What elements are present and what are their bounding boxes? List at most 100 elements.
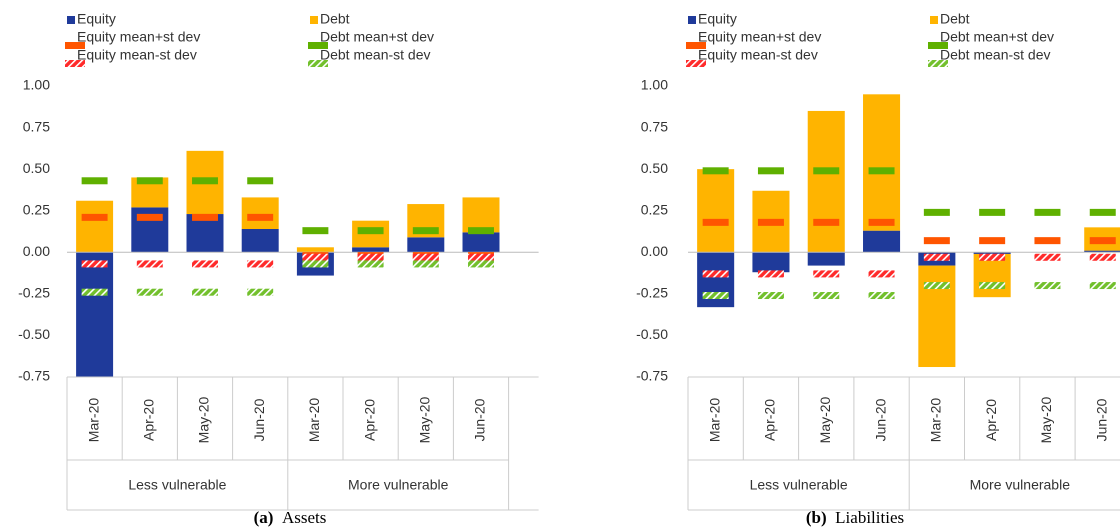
marker — [757, 167, 784, 175]
bar — [863, 230, 901, 253]
legend-label: Equity mean+st dev — [698, 29, 821, 45]
group-label: More vulnerable — [970, 477, 1071, 493]
legend-label: Debt — [320, 11, 350, 27]
bar — [807, 110, 845, 253]
legend-label: Debt mean+st dev — [940, 29, 1054, 45]
caption-text: Liabilities — [835, 508, 904, 527]
x-tick-label: May-20 — [417, 396, 433, 443]
marker — [1034, 208, 1061, 216]
caption-space — [273, 508, 282, 527]
marker — [468, 227, 494, 235]
group-label: Less vulnerable — [750, 477, 848, 493]
marker — [868, 218, 895, 226]
y-tick-label: 0.00 — [641, 243, 668, 259]
legend-swatch — [65, 60, 85, 67]
marker — [247, 213, 274, 221]
legend-label: Equity — [698, 11, 737, 27]
marker — [412, 227, 439, 235]
bar — [241, 197, 279, 230]
marker — [813, 270, 840, 278]
group-label: Less vulnerable — [128, 477, 226, 493]
marker — [979, 253, 1006, 261]
x-tick-label: Mar-20 — [85, 398, 101, 443]
x-tick-label: Mar-20 — [928, 398, 944, 443]
legend-swatch — [67, 16, 75, 24]
marker — [979, 282, 1006, 290]
marker — [302, 227, 329, 235]
x-tick-label: Apr-20 — [141, 399, 157, 441]
marker — [979, 208, 1006, 216]
legend-label: Debt mean+st dev — [320, 29, 434, 45]
legend-label: Equity mean+st dev — [77, 29, 200, 45]
bar — [76, 200, 114, 253]
legend-label: Equity — [77, 11, 116, 27]
marker — [757, 292, 784, 300]
legend-label: Equity mean-st dev — [77, 47, 197, 63]
legend-swatch — [928, 60, 948, 67]
legend-swatch — [308, 60, 328, 67]
marker — [192, 213, 218, 221]
marker — [136, 177, 163, 185]
bar — [697, 169, 735, 253]
marker — [1089, 208, 1116, 216]
y-tick-label: 0.50 — [641, 160, 668, 176]
bar — [241, 229, 279, 253]
marker — [1089, 237, 1116, 245]
marker — [357, 253, 384, 261]
legend-label: Debt — [940, 11, 970, 27]
x-tick-label: Mar-20 — [306, 398, 322, 443]
x-tick-label: Mar-20 — [706, 398, 722, 443]
marker — [357, 260, 384, 268]
x-tick-label: Jun-20 — [1093, 398, 1109, 441]
y-tick-label: 1.00 — [641, 77, 668, 93]
x-tick-label: Jun-20 — [251, 398, 267, 441]
marker — [757, 270, 784, 278]
marker — [247, 177, 274, 185]
marker — [192, 288, 218, 296]
marker — [81, 288, 108, 296]
bar — [918, 265, 956, 368]
marker — [868, 270, 895, 278]
legend-swatch — [310, 16, 318, 24]
x-tick-label: May-20 — [1038, 396, 1054, 443]
y-tick-label: -0.25 — [18, 285, 50, 301]
x-tick-label: May-20 — [196, 396, 212, 443]
caption: (b) Liabilities — [806, 508, 904, 527]
x-tick-label: Jun-20 — [872, 398, 888, 441]
bar — [352, 247, 390, 253]
bar — [973, 252, 1011, 254]
legend-swatch — [688, 16, 696, 24]
marker — [136, 288, 163, 296]
legend-swatch — [308, 42, 328, 49]
marker — [412, 253, 439, 261]
marker — [1089, 282, 1116, 290]
x-tick-label: Apr-20 — [361, 399, 377, 441]
marker — [468, 260, 494, 268]
marker — [979, 237, 1006, 245]
caption-space — [827, 508, 836, 527]
marker — [192, 260, 218, 268]
legend-swatch — [930, 16, 938, 24]
marker — [1089, 253, 1116, 261]
bar — [407, 237, 445, 253]
marker — [702, 292, 729, 300]
legend-swatch — [686, 60, 706, 67]
x-tick-label: May-20 — [817, 396, 833, 443]
marker — [1034, 237, 1061, 245]
y-tick-label: -0.75 — [636, 368, 668, 384]
caption-label: (b) — [806, 508, 827, 527]
marker — [412, 260, 439, 268]
x-tick-label: Apr-20 — [762, 399, 778, 441]
marker — [757, 218, 784, 226]
y-tick-label: 0.25 — [641, 201, 668, 217]
bar — [76, 252, 114, 377]
bar — [807, 252, 845, 266]
y-tick-label: 0.75 — [641, 118, 668, 134]
legend-label: Debt mean-st dev — [940, 47, 1051, 63]
marker — [192, 177, 218, 185]
y-tick-label: -0.25 — [636, 285, 668, 301]
marker — [702, 167, 729, 175]
marker — [813, 167, 840, 175]
caption-label: (a) — [254, 508, 274, 527]
